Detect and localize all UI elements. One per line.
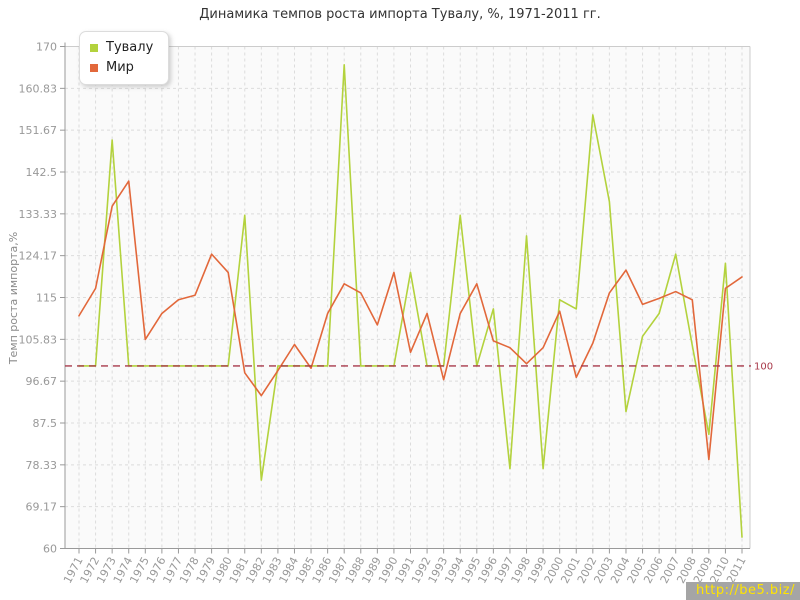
y-tick-label: 142.5 — [26, 166, 58, 179]
y-tick-label: 160.83 — [19, 82, 58, 95]
y-tick-label: 60 — [43, 543, 57, 556]
y-tick-label: 133.33 — [19, 208, 58, 221]
legend-item-mir: Мир — [90, 58, 153, 78]
y-tick-label: 87.5 — [33, 417, 58, 430]
watermark-link[interactable]: http://be5.biz/ — [685, 582, 800, 600]
y-tick-label: 96.67 — [26, 375, 58, 388]
legend: Тувалу Мир — [79, 31, 170, 85]
legend-label-tuvalu: Тувалу — [106, 40, 154, 55]
reference-line-label: 100 — [754, 361, 773, 372]
y-tick-label: 105.83 — [19, 333, 58, 346]
y-tick-label: 115 — [36, 292, 57, 305]
y-tick-label: 124.17 — [19, 250, 58, 263]
legend-label-mir: Мир — [106, 60, 134, 75]
y-tick-label: 69.17 — [26, 501, 58, 514]
series-line-mir — [78, 180, 743, 461]
y-axis-title: Темп роста импорта,% — [7, 231, 20, 365]
mir-series-swatch-icon — [90, 64, 98, 72]
tuvalu-series-swatch-icon — [90, 44, 98, 52]
y-tick-label: 151.67 — [19, 124, 58, 137]
y-tick-label: 170 — [36, 41, 57, 54]
legend-item-tuvalu: Тувалу — [90, 38, 153, 58]
y-tick-label: 78.33 — [26, 459, 58, 472]
chart-title: Динамика темпов роста импорта Тувалу, %,… — [199, 7, 601, 22]
